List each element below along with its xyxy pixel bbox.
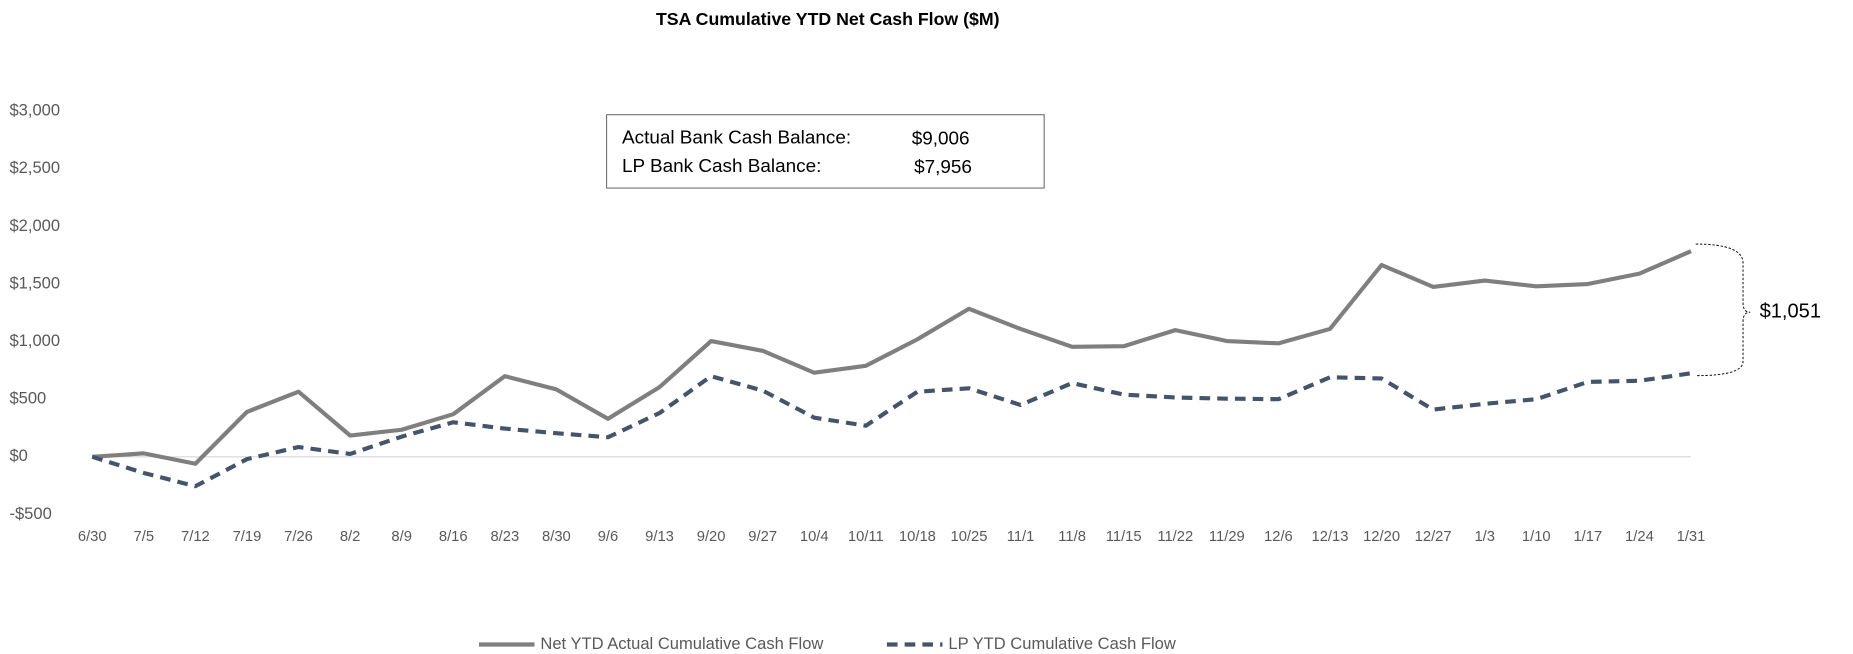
x-tick-label: 1/10 <box>1522 529 1551 545</box>
x-tick-label: 9/20 <box>697 529 726 545</box>
x-tick-label: 11/15 <box>1106 529 1142 545</box>
x-tick-label: 10/11 <box>848 529 884 545</box>
x-tick-label: 11/29 <box>1209 529 1245 545</box>
y-tick-label: -$500 <box>9 504 51 523</box>
x-tick-label: 1/24 <box>1625 529 1654 545</box>
x-tick-label: 9/6 <box>598 529 619 545</box>
balance-value: $7,956 <box>914 157 972 178</box>
x-tick-label: 8/23 <box>490 529 519 545</box>
balance-label: Actual Bank Cash Balance: <box>622 127 851 148</box>
x-tick-label: 1/31 <box>1677 529 1706 545</box>
balance-label: LP Bank Cash Balance: <box>622 156 821 177</box>
x-tick-label: 9/13 <box>645 529 674 545</box>
x-tick-label: 11/22 <box>1157 529 1193 545</box>
x-tick-label: 7/19 <box>233 529 262 545</box>
x-tick-label: 9/27 <box>748 529 777 545</box>
series-line <box>91 371 1692 489</box>
x-tick-label: 7/12 <box>181 529 210 545</box>
y-tick-label: $0 <box>9 446 27 465</box>
chart-title: TSA Cumulative YTD Net Cash Flow ($M) <box>656 9 1000 29</box>
x-tick-label: 8/9 <box>391 529 412 545</box>
legend-label: LP YTD Cumulative Cash Flow <box>948 634 1176 653</box>
x-tick-label: 8/2 <box>340 529 361 545</box>
y-tick-label: $500 <box>9 389 46 408</box>
x-tick-label: 10/4 <box>800 529 829 545</box>
y-tick-label: $1,000 <box>9 331 60 350</box>
x-tick-label: 1/17 <box>1573 529 1602 545</box>
x-tick-label: 12/27 <box>1415 529 1452 545</box>
x-tick-label: 10/25 <box>950 529 987 545</box>
x-tick-label: 7/5 <box>134 529 155 545</box>
balance-value: $9,006 <box>912 129 970 150</box>
x-tick-label: 8/16 <box>439 529 468 545</box>
x-tick-label: 7/26 <box>284 529 313 545</box>
gap-brace <box>1695 243 1751 377</box>
x-tick-label: 10/18 <box>899 529 936 545</box>
legend-label: Net YTD Actual Cumulative Cash Flow <box>540 634 823 653</box>
y-tick-label: $2,000 <box>9 216 60 235</box>
x-tick-label: 6/30 <box>78 529 107 545</box>
x-tick-label: 11/1 <box>1007 529 1035 545</box>
x-tick-label: 12/13 <box>1312 529 1349 545</box>
x-tick-label: 8/30 <box>542 529 571 545</box>
gap-label: $1,051 <box>1760 301 1821 323</box>
y-tick-label: $2,500 <box>9 158 60 177</box>
y-tick-label: $3,000 <box>9 101 60 120</box>
x-tick-label: 12/6 <box>1264 529 1293 545</box>
series-line <box>92 249 1692 466</box>
x-tick-label: 12/20 <box>1363 529 1400 545</box>
x-tick-label: 1/3 <box>1474 529 1495 545</box>
x-tick-label: 11/8 <box>1058 529 1086 545</box>
y-tick-label: $1,500 <box>9 273 60 292</box>
balance-box <box>606 114 1045 189</box>
